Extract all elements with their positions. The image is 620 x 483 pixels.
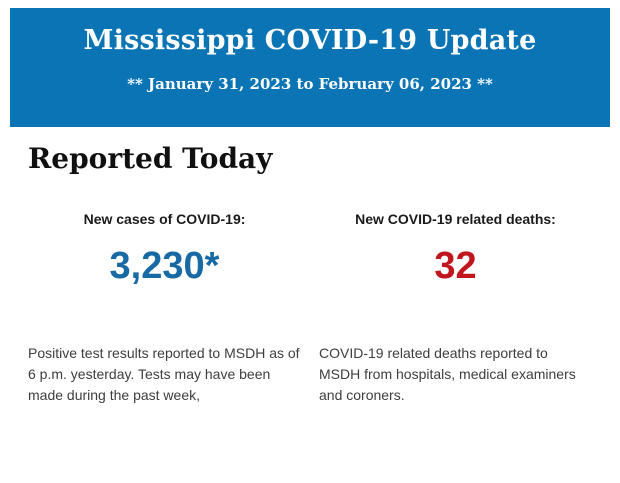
new-deaths-description: COVID-19 related deaths reported to MSDH… bbox=[319, 345, 576, 403]
main-content: Reported Today New cases of COVID-19: 3,… bbox=[0, 142, 620, 406]
new-cases-value: 3,230* bbox=[109, 245, 220, 287]
page-title: Mississippi COVID-19 Update bbox=[83, 25, 537, 56]
section-heading: Reported Today bbox=[28, 142, 273, 175]
header-banner: Mississippi COVID-19 Update ** January 3… bbox=[10, 8, 610, 127]
new-cases-label: New cases of COVID-19: bbox=[83, 211, 246, 227]
new-deaths-label: New COVID-19 related deaths: bbox=[355, 211, 556, 227]
new-cases-description: Positive test results reported to MSDH a… bbox=[28, 345, 300, 403]
stat-card-new-cases: New cases of COVID-19: 3,230* Positive t… bbox=[28, 211, 301, 406]
date-range: ** January 31, 2023 to February 06, 2023… bbox=[127, 75, 493, 93]
new-deaths-value: 32 bbox=[434, 245, 477, 287]
page: Mississippi COVID-19 Update ** January 3… bbox=[0, 8, 620, 483]
stats-grid: New cases of COVID-19: 3,230* Positive t… bbox=[28, 211, 592, 406]
stat-card-new-deaths: New COVID-19 related deaths: 32 COVID-19… bbox=[319, 211, 592, 406]
